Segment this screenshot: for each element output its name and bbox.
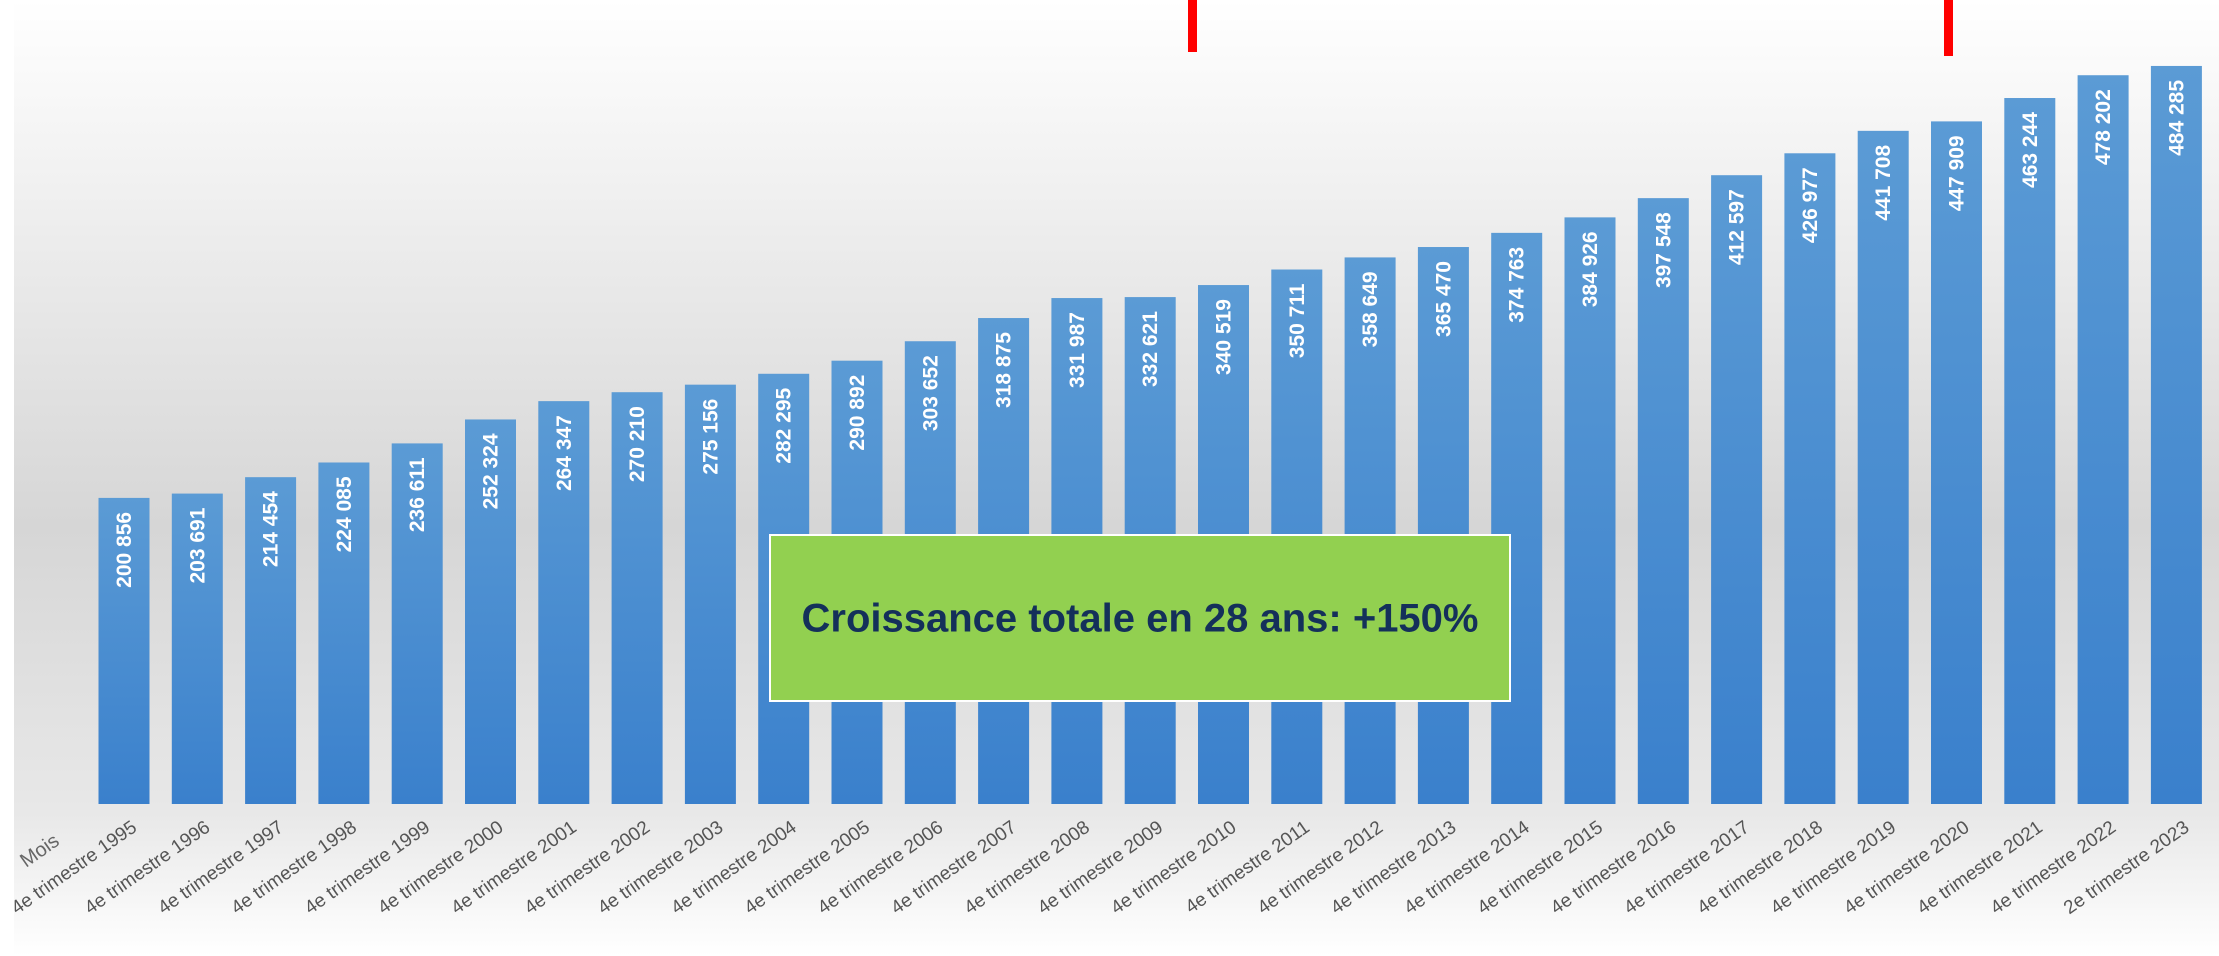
value-label: 374 763 — [1506, 247, 1529, 323]
bar — [171, 493, 223, 804]
bar — [2077, 75, 2129, 804]
value-label: 358 649 — [1359, 271, 1382, 347]
value-label: 318 875 — [993, 332, 1016, 408]
bar — [1857, 130, 1909, 804]
bar — [1491, 232, 1543, 804]
annotation: Croissance totale en 28 ans: +150% — [802, 597, 1479, 641]
bar — [318, 462, 370, 804]
value-label: 447 909 — [1946, 135, 1969, 211]
value-label: 463 244 — [2019, 112, 2042, 188]
value-label: 264 347 — [553, 415, 576, 491]
bar — [98, 497, 150, 804]
arrow-decoration — [1944, 0, 1953, 56]
value-label: 426 977 — [1799, 167, 1822, 243]
value-label: 478 202 — [2092, 89, 2115, 165]
bar — [391, 443, 443, 804]
value-label: 270 210 — [626, 406, 649, 482]
bar — [538, 401, 590, 804]
value-label: 290 892 — [846, 375, 869, 451]
bar — [611, 392, 663, 804]
value-label: 365 470 — [1432, 261, 1455, 337]
bar — [2004, 98, 2056, 805]
value-label: 332 621 — [1139, 311, 1162, 387]
value-label: 384 926 — [1579, 231, 1602, 307]
bar — [1784, 153, 1836, 804]
value-label: 397 548 — [1652, 212, 1675, 288]
annotation-box — [769, 534, 1511, 702]
bar — [245, 477, 297, 804]
bar — [1637, 198, 1689, 804]
value-label: 236 611 — [406, 457, 429, 532]
value-label: 340 519 — [1213, 299, 1236, 375]
value-label: 252 324 — [480, 433, 503, 509]
value-label: 214 454 — [260, 491, 283, 567]
value-label: 484 285 — [2165, 80, 2188, 156]
value-label: 303 652 — [919, 355, 942, 431]
value-label: 412 597 — [1726, 189, 1749, 265]
bar — [1931, 121, 1982, 805]
bar — [465, 419, 516, 804]
value-label: 224 085 — [333, 476, 356, 552]
bar — [684, 384, 736, 804]
value-label: 282 295 — [773, 387, 796, 463]
arrow-decoration — [1188, 0, 1197, 52]
bar — [2150, 65, 2202, 805]
bar — [1711, 175, 1763, 805]
value-label: 200 856 — [113, 512, 136, 588]
background — [14, 0, 2219, 956]
value-label: 331 987 — [1066, 312, 1089, 388]
value-label: 350 711 — [1286, 283, 1309, 358]
value-label: 203 691 — [186, 507, 209, 583]
bar — [1344, 257, 1396, 804]
value-label: 275 156 — [699, 399, 722, 475]
bar — [1564, 217, 1616, 804]
value-label: 441 708 — [1872, 145, 1895, 221]
bar — [1417, 247, 1469, 804]
